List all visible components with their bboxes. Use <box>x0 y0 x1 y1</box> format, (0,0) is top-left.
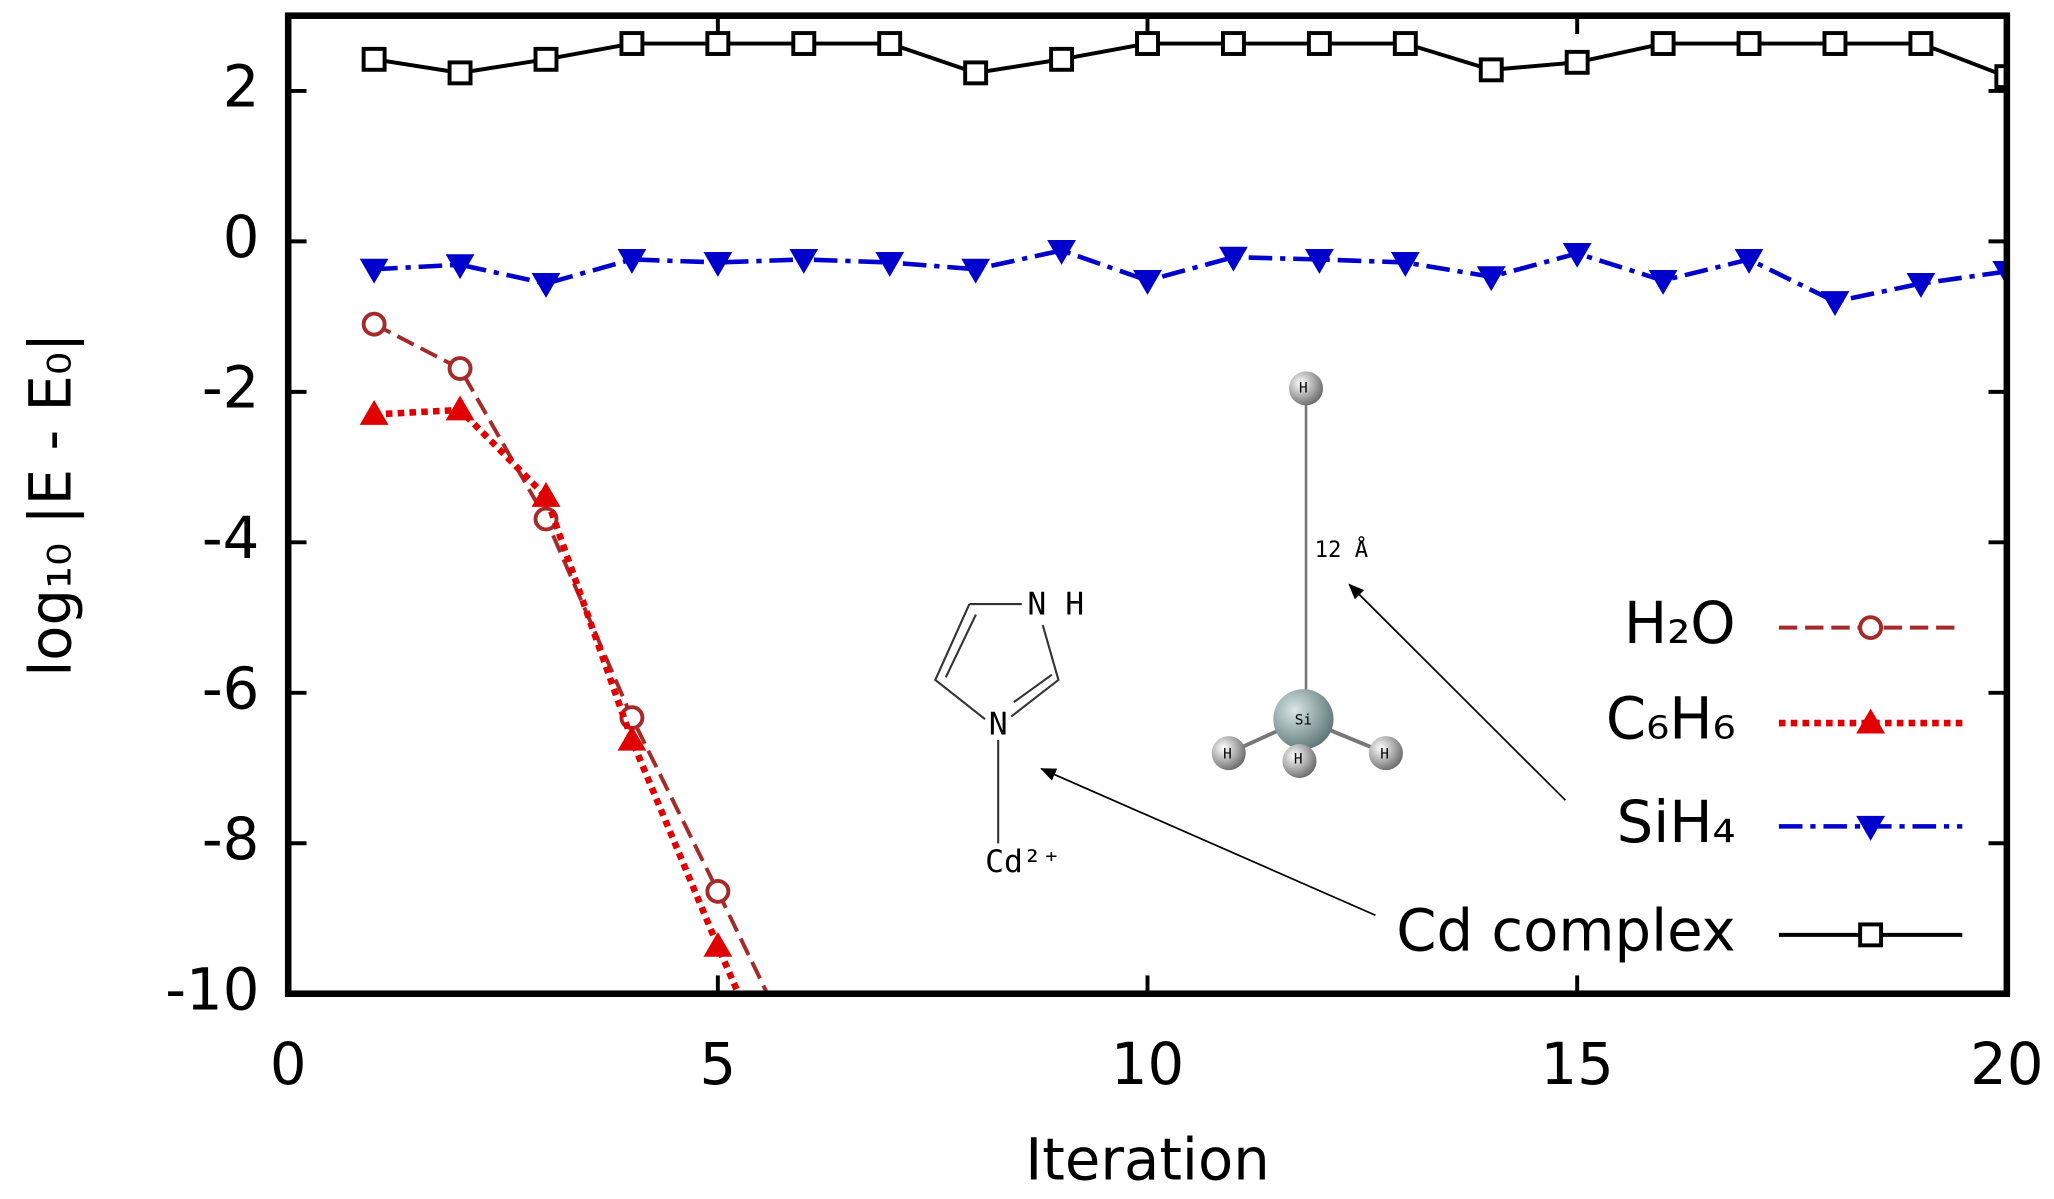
data-point <box>875 252 904 277</box>
data-point <box>1653 33 1674 54</box>
data-point <box>1309 33 1330 54</box>
y-axis-title: log₁₀ |E - E₀| <box>18 333 85 677</box>
atom-label: N <box>989 707 1008 743</box>
data-point <box>1051 49 1072 70</box>
data-point <box>450 62 471 83</box>
legend-marker <box>1860 617 1881 638</box>
y-tick-label: -2 <box>202 355 259 422</box>
data-point <box>879 33 900 54</box>
data-point <box>793 33 814 54</box>
data-point <box>703 932 732 957</box>
atom-label: N H <box>1027 586 1084 622</box>
data-point <box>703 252 732 277</box>
series-line <box>374 44 2007 77</box>
data-point <box>364 49 385 70</box>
data-point <box>450 358 471 379</box>
atom-label: Cd²⁺ <box>985 844 1061 880</box>
atom-label: H <box>1299 380 1308 396</box>
data-point <box>707 33 728 54</box>
atom-label: H <box>1380 746 1389 762</box>
atom-label: H <box>1223 746 1232 762</box>
data-point <box>621 33 642 54</box>
data-point <box>360 259 389 284</box>
data-point <box>965 62 986 83</box>
plot-area <box>360 33 2022 1155</box>
data-point <box>364 314 385 335</box>
data-point <box>1910 33 1931 54</box>
atom-label: H <box>1294 752 1303 768</box>
arrow <box>1041 769 1375 915</box>
data-point <box>1481 59 1502 80</box>
y-tick-label: -6 <box>202 655 259 722</box>
series-line <box>374 410 804 1144</box>
legend-label: H₂O <box>1624 590 1736 657</box>
y-tick-label: 2 <box>223 54 260 121</box>
y-tick-label: -10 <box>165 956 259 1023</box>
chart: Iteration log₁₀ |E - E₀| N H N Cd²⁺ H 12… <box>0 0 2054 1199</box>
y-tick-label: 0 <box>223 204 260 271</box>
x-tick-label: 5 <box>700 1031 737 1098</box>
x-tick-label: 0 <box>270 1031 307 1098</box>
series-line <box>374 250 2007 301</box>
legend-marker <box>1856 709 1885 734</box>
data-point <box>793 1058 814 1079</box>
data-point <box>789 1130 818 1155</box>
x-tick-label: 10 <box>1111 1031 1184 1098</box>
x-tick-label: 15 <box>1541 1031 1614 1098</box>
legend-marker <box>1860 924 1881 945</box>
data-point <box>360 400 389 425</box>
data-point <box>1824 33 1845 54</box>
data-point <box>536 49 557 70</box>
data-point <box>532 273 561 298</box>
legend-label: Cd complex <box>1396 898 1735 965</box>
legend-label: C₆H₆ <box>1606 686 1736 753</box>
x-tick-label: 20 <box>1970 1031 2043 1098</box>
data-point <box>1137 33 1158 54</box>
data-point <box>1395 33 1416 54</box>
data-point <box>1821 291 1850 316</box>
atom-label: Si <box>1295 712 1312 728</box>
page: {"chart_data": { "type": "line", "x_labe… <box>0 0 2054 1199</box>
data-point <box>961 259 990 284</box>
legend-label: SiH₄ <box>1617 789 1736 856</box>
data-point <box>1649 270 1678 295</box>
y-tick-label: -4 <box>202 505 259 572</box>
data-point <box>1477 266 1506 291</box>
data-point <box>1739 33 1760 54</box>
x-axis-title: Iteration <box>1025 1126 1269 1193</box>
data-point <box>1133 270 1162 295</box>
y-tick-label: -8 <box>202 806 259 873</box>
data-point <box>1567 52 1588 73</box>
data-point <box>707 881 728 902</box>
distance-label: 12 Å <box>1315 535 1369 563</box>
series-line <box>374 324 804 1069</box>
data-point <box>1223 33 1244 54</box>
